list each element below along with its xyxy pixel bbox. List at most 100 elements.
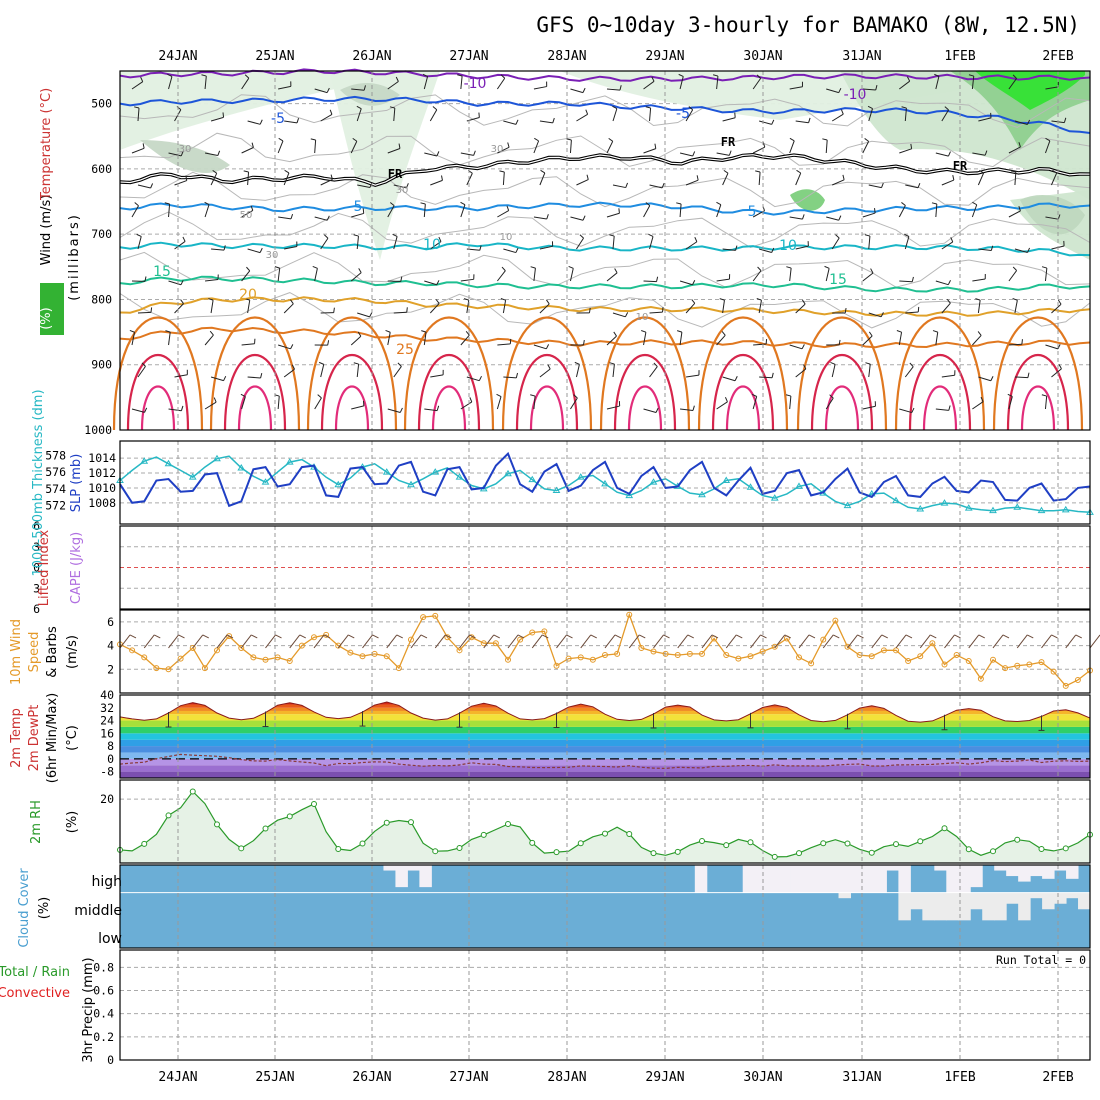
wind10-barb-tick-44 bbox=[663, 634, 670, 639]
wind10-barb-tick-56 bbox=[808, 634, 816, 639]
barb-tick-7-7 bbox=[406, 307, 408, 313]
barb-tick-4-6 bbox=[362, 208, 365, 214]
date-bottom-26JAN: 26JAN bbox=[352, 1070, 391, 1085]
barb-tick-2-6 bbox=[352, 137, 358, 142]
barb-6-18 bbox=[789, 268, 792, 282]
barb-tick-6-6 bbox=[358, 268, 362, 273]
thickness-line bbox=[119, 455, 1091, 514]
rh-point-72 bbox=[990, 848, 996, 855]
thickness-marker-66 bbox=[916, 505, 925, 512]
barb-tick-2-0 bbox=[142, 143, 145, 149]
barb-0-0 bbox=[131, 81, 144, 90]
barb-tick-10-5 bbox=[317, 394, 322, 399]
barb-tick-8-13 bbox=[613, 331, 617, 337]
barb-tick-4-5 bbox=[326, 215, 330, 221]
contour-label-0: -10 bbox=[464, 76, 487, 92]
barb-6-17 bbox=[752, 270, 762, 282]
wind10-barb-52 bbox=[750, 634, 761, 649]
barb-tick-9-23 bbox=[990, 376, 994, 381]
cloud-mid-gap-78 bbox=[1054, 892, 1067, 904]
barb-6-10 bbox=[496, 270, 506, 282]
wind10-point-23 bbox=[395, 665, 402, 672]
barb-5-14 bbox=[649, 236, 654, 250]
barb-tick-4-13 bbox=[618, 208, 620, 214]
barb-tick-2-22 bbox=[948, 151, 951, 157]
wind10-barb-14 bbox=[289, 634, 301, 649]
cloud-unit-label: (%) bbox=[37, 897, 52, 920]
barb-tick-7-8 bbox=[435, 299, 440, 304]
date-top-24JAN: 24JAN bbox=[158, 49, 197, 64]
barb-tick-9-6 bbox=[353, 362, 359, 365]
barb-tick-9-25 bbox=[1058, 364, 1062, 369]
thickness-marker-76 bbox=[1037, 506, 1046, 514]
barb-tick-8-7 bbox=[385, 330, 391, 333]
thick-ytick-576: 576 bbox=[45, 465, 66, 479]
barb-tick-0-14 bbox=[651, 76, 655, 82]
barb-3-16 bbox=[722, 172, 729, 186]
wind10-barb-tick-10 bbox=[251, 634, 258, 639]
panel-wind10-bg bbox=[120, 610, 1090, 693]
barb-tick-1-22 bbox=[944, 106, 949, 111]
barb-5-7 bbox=[393, 236, 398, 250]
cloud-mid-gap-70 bbox=[958, 892, 971, 921]
barb-8-0 bbox=[131, 332, 136, 346]
barb-tick-7-23 bbox=[975, 298, 981, 301]
wind10-barb-tick-16 bbox=[323, 634, 331, 639]
barb-7-4 bbox=[283, 303, 294, 314]
barb-tick-8-6 bbox=[357, 331, 362, 337]
wind10-barb-tick-0 bbox=[129, 634, 137, 639]
wind10-point-68 bbox=[941, 661, 948, 668]
barb-tick-9-0 bbox=[141, 362, 146, 367]
thickness-marker-26 bbox=[431, 468, 440, 475]
cloud-mid-gap-69 bbox=[946, 892, 959, 921]
barb-6-22 bbox=[935, 280, 949, 286]
barb-8-3 bbox=[241, 343, 255, 346]
barb-tick-0-1 bbox=[167, 73, 173, 77]
wind10-barb-0 bbox=[119, 634, 131, 649]
barb-tick-5-14 bbox=[648, 233, 654, 237]
rh-point-52 bbox=[747, 839, 754, 846]
rh-point-70 bbox=[965, 846, 972, 853]
barb-9-6 bbox=[356, 364, 360, 378]
wind10-point-73 bbox=[1002, 665, 1009, 672]
barb-8-14 bbox=[643, 332, 647, 346]
barb-tick-8-22 bbox=[932, 330, 938, 333]
wind10-line bbox=[119, 612, 1091, 687]
barb-9-11 bbox=[539, 368, 551, 378]
barb-tick-1-20 bbox=[867, 105, 873, 110]
barb-0-18 bbox=[789, 86, 803, 90]
cloud-high-gap-71 bbox=[970, 865, 983, 888]
wind10-point-46 bbox=[674, 652, 681, 659]
dewpoint-line bbox=[119, 753, 1091, 770]
wind10-point-57 bbox=[808, 660, 815, 667]
temperature-label: Temperature (°C) bbox=[39, 88, 54, 201]
barb-3-13 bbox=[612, 184, 626, 189]
wind10-barb-tick-40 bbox=[614, 634, 622, 639]
cape-ytick-0: 0 bbox=[33, 561, 40, 575]
barb-tick-3-24 bbox=[1010, 170, 1016, 173]
date-top-2FEB: 2FEB bbox=[1042, 49, 1073, 64]
thickness-marker-70 bbox=[964, 504, 973, 511]
dewpt2m-label: 2m DewPt bbox=[27, 705, 42, 772]
wind10-speed-label: Speed bbox=[27, 632, 42, 673]
barb-tick-10-12 bbox=[573, 394, 578, 399]
contour-label-3: -5 bbox=[676, 106, 690, 122]
cloud-mid-gap-80 bbox=[1078, 892, 1091, 910]
barb-tick-3-21 bbox=[917, 182, 921, 188]
contour-label-20: 10 bbox=[500, 232, 513, 243]
isotherm-20 bbox=[119, 296, 1091, 317]
barb-tick-3-10 bbox=[499, 170, 505, 173]
cape-ytick--3: 3 bbox=[33, 581, 40, 595]
barb-3-19 bbox=[832, 179, 845, 186]
barb-1-14 bbox=[649, 108, 652, 122]
barb-tick-9-21 bbox=[909, 362, 914, 368]
cloud-high-gap-63 bbox=[874, 865, 887, 893]
thickness-marker-22 bbox=[382, 468, 391, 475]
barb-tick-3-3 bbox=[243, 170, 249, 173]
barb-tick-4-25 bbox=[1057, 214, 1061, 220]
barb-9-24 bbox=[1014, 376, 1028, 379]
isotherm-0-inner bbox=[119, 154, 1091, 186]
wind10-point-63 bbox=[880, 647, 887, 654]
barb-tick-1-3 bbox=[259, 119, 263, 125]
barb-2-12 bbox=[569, 139, 572, 154]
